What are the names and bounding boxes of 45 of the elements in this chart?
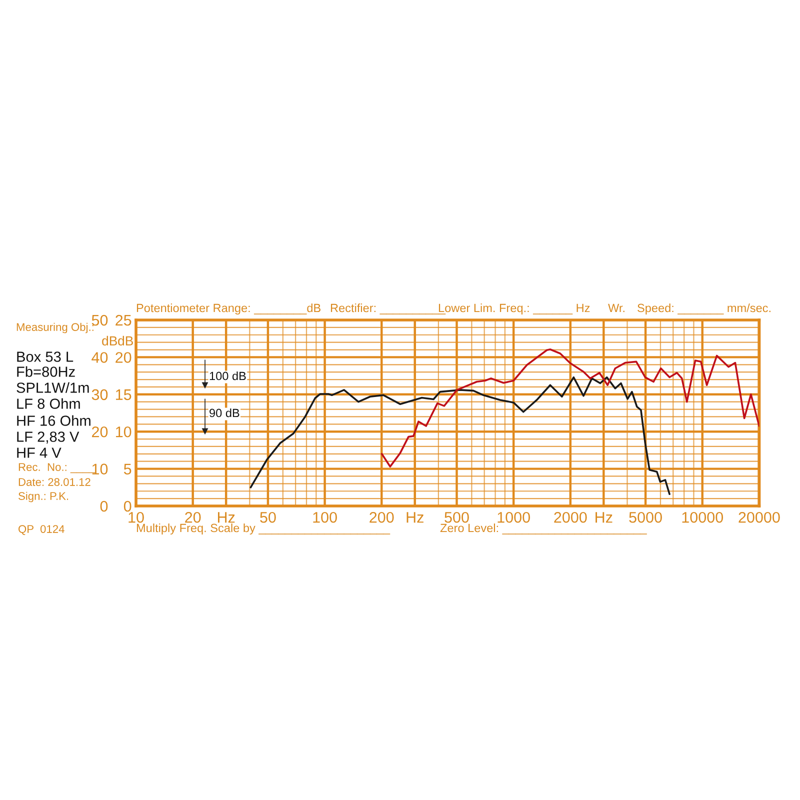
y2-tick-label: 15: [116, 389, 132, 400]
x-tick-label: 5000: [629, 512, 662, 523]
y2-tick-label: 10: [116, 426, 132, 438]
text: Date: 28.01.12: [18, 478, 90, 486]
text: Wr.: [608, 304, 624, 312]
annotation: 90 dB: [210, 408, 240, 418]
annotation: 100 dB: [210, 372, 246, 380]
x-tick-label: 100: [313, 512, 337, 523]
y2-tick-label: 25: [116, 314, 132, 326]
text: QP 0124: [18, 525, 64, 535]
y-tick-label: 30: [92, 389, 108, 400]
x-tick-label: 500: [444, 512, 469, 523]
text: Zero Level: ______________________: [440, 523, 647, 534]
x-tick-label: 10: [128, 512, 144, 523]
x-tick-label: Hz: [596, 512, 612, 523]
y2-tick-label: 0: [124, 500, 132, 512]
text: LF 8 Ohm: [17, 398, 80, 409]
text: Speed: _______ mm/sec.: [638, 303, 770, 314]
text: Sign.: P.K.: [18, 492, 68, 502]
x-tick-label: 20000: [738, 512, 780, 523]
text: Fb=80Hz: [17, 366, 75, 377]
text: Measuring Obj.:: [16, 322, 94, 334]
y-axis-title: dB: [102, 336, 117, 346]
text: HF 4 V: [17, 448, 62, 458]
y-tick-label: 20: [92, 426, 108, 438]
y2-tick-label: 20: [116, 352, 132, 363]
x-tick-label: Hz: [406, 512, 424, 523]
x-tick-label: 2000: [554, 512, 587, 523]
y2-axis-title: dB: [118, 336, 133, 346]
text: SPL1W/1m: [16, 382, 89, 393]
x-tick-label: 50: [260, 512, 276, 523]
text: LF 2,83 V: [17, 432, 80, 444]
text: Potentiometer Range: ________dB: [136, 303, 320, 314]
x-tick-label: 1000: [498, 512, 530, 523]
x-tick-label: 20: [185, 512, 201, 523]
text: Box 53 L: [17, 352, 74, 362]
y-tick-label: 0: [100, 500, 108, 512]
x-tick-label: 200: [370, 512, 394, 523]
y2-tick-label: 5: [124, 464, 132, 474]
y-tick-label: 40: [92, 352, 108, 363]
text: HF 16 Ohm: [17, 415, 90, 426]
y-tick-label: 50: [92, 314, 108, 326]
x-tick-label: Hz: [218, 512, 235, 523]
text: Multiply Freq. Scale by ____________________: [136, 523, 390, 535]
x-tick-label: 10000: [682, 512, 724, 523]
